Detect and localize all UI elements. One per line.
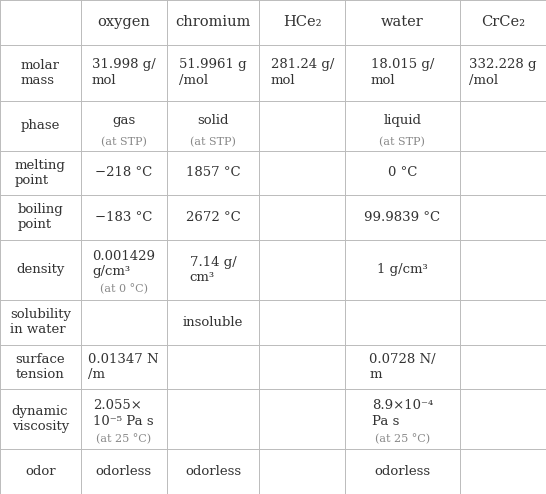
- Text: (at STP): (at STP): [190, 136, 236, 147]
- Text: 1 g/cm³: 1 g/cm³: [377, 263, 428, 276]
- Text: 0.01347 N
/m: 0.01347 N /m: [88, 353, 159, 381]
- Text: 0.0728 N/
m: 0.0728 N/ m: [369, 353, 436, 381]
- Text: 332.228 g
/mol: 332.228 g /mol: [469, 58, 537, 87]
- Text: chromium: chromium: [175, 15, 251, 29]
- Text: 8.9×10⁻⁴
Pa s: 8.9×10⁻⁴ Pa s: [372, 399, 433, 427]
- Text: density: density: [16, 263, 64, 276]
- Text: (at STP): (at STP): [379, 136, 425, 147]
- Text: surface
tension: surface tension: [16, 353, 65, 381]
- Text: (at 25 °C): (at 25 °C): [375, 433, 430, 444]
- Text: −218 °C: −218 °C: [95, 166, 152, 179]
- Text: dynamic
viscosity: dynamic viscosity: [12, 405, 69, 433]
- Text: 2.055×
10⁻⁵ Pa s: 2.055× 10⁻⁵ Pa s: [93, 399, 154, 427]
- Text: 281.24 g/
mol: 281.24 g/ mol: [270, 58, 334, 87]
- Text: 1857 °C: 1857 °C: [186, 166, 240, 179]
- Text: phase: phase: [21, 119, 60, 132]
- Text: molar
mass: molar mass: [21, 59, 60, 86]
- Text: 0.001429
g/cm³: 0.001429 g/cm³: [92, 249, 155, 278]
- Text: liquid: liquid: [383, 114, 422, 127]
- Text: CrCe₂: CrCe₂: [481, 15, 525, 29]
- Text: 51.9961 g
/mol: 51.9961 g /mol: [179, 58, 247, 87]
- Text: (at 0 °C): (at 0 °C): [100, 284, 147, 294]
- Text: 18.015 g/
mol: 18.015 g/ mol: [371, 58, 434, 87]
- Text: odorless: odorless: [185, 465, 241, 478]
- Text: oxygen: oxygen: [97, 15, 150, 29]
- Text: gas: gas: [112, 114, 135, 127]
- Text: 2672 °C: 2672 °C: [186, 211, 240, 224]
- Text: solubility
in water: solubility in water: [10, 308, 71, 336]
- Text: water: water: [381, 15, 424, 29]
- Text: insoluble: insoluble: [183, 316, 243, 329]
- Text: melting
point: melting point: [15, 159, 66, 187]
- Text: odorless: odorless: [375, 465, 430, 478]
- Text: 31.998 g/
mol: 31.998 g/ mol: [92, 58, 156, 87]
- Text: −183 °C: −183 °C: [95, 211, 152, 224]
- Text: odorless: odorless: [96, 465, 152, 478]
- Text: 7.14 g/
cm³: 7.14 g/ cm³: [189, 255, 236, 284]
- Text: HCe₂: HCe₂: [283, 15, 322, 29]
- Text: 0 °C: 0 °C: [388, 166, 417, 179]
- Text: boiling
point: boiling point: [17, 204, 63, 232]
- Text: solid: solid: [197, 114, 229, 127]
- Text: 99.9839 °C: 99.9839 °C: [364, 211, 441, 224]
- Text: (at STP): (at STP): [100, 136, 147, 147]
- Text: odor: odor: [25, 465, 56, 478]
- Text: (at 25 °C): (at 25 °C): [96, 433, 151, 444]
